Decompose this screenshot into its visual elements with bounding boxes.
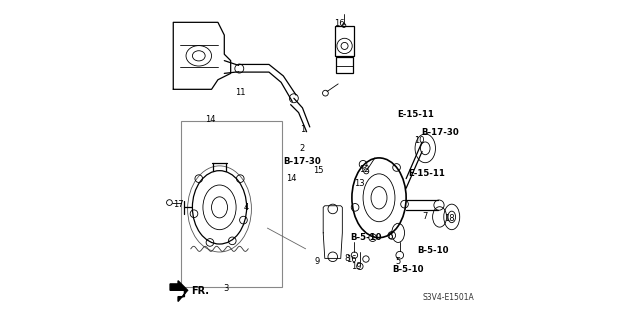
Text: B-5-10: B-5-10 xyxy=(392,265,424,274)
Text: 16: 16 xyxy=(347,256,357,264)
Bar xyxy=(335,26,354,56)
Text: 4: 4 xyxy=(244,203,249,212)
Text: 6: 6 xyxy=(387,232,393,241)
Text: 19: 19 xyxy=(351,262,362,271)
Text: 10: 10 xyxy=(413,136,424,145)
Text: FR.: FR. xyxy=(191,286,209,296)
Text: 7: 7 xyxy=(422,212,428,221)
Text: 8: 8 xyxy=(344,254,350,263)
Text: 14: 14 xyxy=(205,115,215,124)
Text: 9: 9 xyxy=(314,257,319,266)
Text: E-15-11: E-15-11 xyxy=(397,110,434,119)
Text: 15: 15 xyxy=(313,166,324,175)
Text: 2: 2 xyxy=(300,144,305,153)
Text: S3V4-E1501A: S3V4-E1501A xyxy=(422,293,474,302)
Text: 14: 14 xyxy=(286,174,296,183)
Bar xyxy=(181,121,282,287)
Text: 16: 16 xyxy=(334,19,344,28)
Polygon shape xyxy=(170,281,188,301)
Text: 11: 11 xyxy=(235,88,246,97)
Text: 12: 12 xyxy=(360,165,370,174)
Text: 1: 1 xyxy=(300,125,305,134)
Text: B-5-10: B-5-10 xyxy=(417,246,449,255)
Bar xyxy=(336,57,353,73)
Text: 17: 17 xyxy=(173,200,183,209)
Text: 18: 18 xyxy=(444,214,454,223)
Text: B-17-30: B-17-30 xyxy=(420,128,458,137)
Text: B-5-10: B-5-10 xyxy=(351,233,382,242)
Text: 5: 5 xyxy=(396,257,401,266)
Text: B-17-30: B-17-30 xyxy=(284,157,321,166)
Text: E-15-11: E-15-11 xyxy=(408,169,445,178)
Text: 13: 13 xyxy=(355,179,365,188)
Text: 3: 3 xyxy=(223,284,228,293)
